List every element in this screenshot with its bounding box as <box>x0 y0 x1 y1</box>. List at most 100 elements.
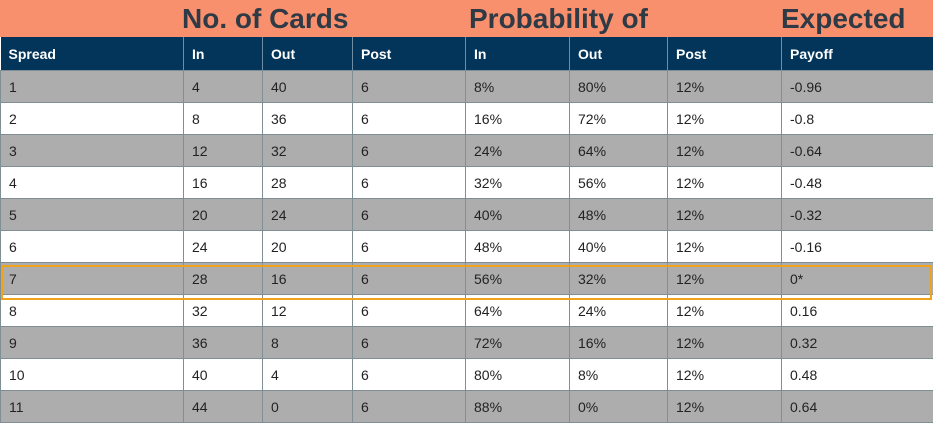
cell-cards-in: 4 <box>183 70 263 103</box>
cell-spread: 8 <box>0 294 184 327</box>
cell-cards-in: 44 <box>183 390 263 423</box>
cell-prob-post: 12% <box>667 230 782 263</box>
cell-cards-out: 40 <box>262 70 353 103</box>
cell-cards-out: 36 <box>262 102 353 135</box>
cell-prob-in: 64% <box>465 294 570 327</box>
cell-cards-in: 12 <box>183 134 263 167</box>
cell-prob-out: 72% <box>569 102 668 135</box>
cell-cards-in: 28 <box>183 262 263 295</box>
cell-cards-in: 40 <box>183 358 263 391</box>
group-title-expected: Expected <box>781 3 906 34</box>
table-row: 2 8 36 6 16% 72% 12% -0.8 <box>0 102 933 135</box>
cell-cards-in: 8 <box>183 102 263 135</box>
cell-prob-post: 12% <box>667 262 782 295</box>
cell-prob-post: 12% <box>667 166 782 199</box>
cell-cards-in: 20 <box>183 198 263 231</box>
cell-prob-out: 16% <box>569 326 668 359</box>
cell-payoff: 0.64 <box>781 390 933 423</box>
cell-prob-post: 12% <box>667 70 782 103</box>
cell-cards-in: 36 <box>183 326 263 359</box>
header-row: Spread In Out Post In Out Post Payoff <box>0 37 933 71</box>
cell-payoff: -0.32 <box>781 198 933 231</box>
cell-cards-in: 16 <box>183 166 263 199</box>
group-header-banner: No. of Cards Probability of Expected <box>0 0 933 37</box>
cell-prob-out: 40% <box>569 230 668 263</box>
group-title-cards: No. of Cards <box>182 3 349 34</box>
cell-cards-out: 0 <box>262 390 353 423</box>
cell-payoff: 0.48 <box>781 358 933 391</box>
table-row: 6 24 20 6 48% 40% 12% -0.16 <box>0 230 933 263</box>
cell-prob-post: 12% <box>667 198 782 231</box>
col-header-payoff: Payoff <box>781 37 933 71</box>
cell-cards-out: 24 <box>262 198 353 231</box>
cell-payoff: 0.32 <box>781 326 933 359</box>
cell-payoff: -0.64 <box>781 134 933 167</box>
cell-payoff: 0.16 <box>781 294 933 327</box>
cell-cards-post: 6 <box>352 262 466 295</box>
cell-prob-in: 72% <box>465 326 570 359</box>
cell-prob-in: 56% <box>465 262 570 295</box>
cell-spread: 2 <box>0 102 184 135</box>
cell-spread: 5 <box>0 198 184 231</box>
cell-prob-post: 12% <box>667 390 782 423</box>
cell-cards-out: 12 <box>262 294 353 327</box>
cell-prob-out: 80% <box>569 70 668 103</box>
cell-prob-post: 12% <box>667 326 782 359</box>
cell-payoff: 0* <box>781 262 933 295</box>
table-row: 9 36 8 6 72% 16% 12% 0.32 <box>0 326 933 359</box>
cell-spread: 10 <box>0 358 184 391</box>
cell-cards-post: 6 <box>352 326 466 359</box>
table-row: 3 12 32 6 24% 64% 12% -0.64 <box>0 134 933 167</box>
cell-cards-out: 32 <box>262 134 353 167</box>
cell-prob-out: 56% <box>569 166 668 199</box>
col-header-cards-out: Out <box>262 37 353 71</box>
cell-cards-out: 4 <box>262 358 353 391</box>
cell-spread: 7 <box>0 262 184 295</box>
table-row: 1 4 40 6 8% 80% 12% -0.96 <box>0 70 933 103</box>
cell-cards-post: 6 <box>352 134 466 167</box>
cell-cards-post: 6 <box>352 166 466 199</box>
cell-payoff: -0.48 <box>781 166 933 199</box>
cell-prob-out: 32% <box>569 262 668 295</box>
cell-payoff: -0.96 <box>781 70 933 103</box>
cell-spread: 6 <box>0 230 184 263</box>
cell-prob-post: 12% <box>667 102 782 135</box>
cell-prob-in: 40% <box>465 198 570 231</box>
cell-prob-out: 24% <box>569 294 668 327</box>
table-row: 8 32 12 6 64% 24% 12% 0.16 <box>0 294 933 327</box>
cell-prob-in: 8% <box>465 70 570 103</box>
cell-spread: 11 <box>0 390 184 423</box>
cell-cards-out: 20 <box>262 230 353 263</box>
cell-prob-in: 32% <box>465 166 570 199</box>
cell-prob-in: 88% <box>465 390 570 423</box>
cell-cards-out: 16 <box>262 262 353 295</box>
table-row: 4 16 28 6 32% 56% 12% -0.48 <box>0 166 933 199</box>
col-header-cards-post: Post <box>352 37 466 71</box>
col-header-cards-in: In <box>183 37 263 71</box>
cell-prob-post: 12% <box>667 358 782 391</box>
cell-cards-post: 6 <box>352 230 466 263</box>
col-header-prob-in: In <box>465 37 570 71</box>
cell-cards-post: 6 <box>352 198 466 231</box>
col-header-spread: Spread <box>0 37 184 71</box>
table-row: 10 40 4 6 80% 8% 12% 0.48 <box>0 358 933 391</box>
cell-prob-out: 48% <box>569 198 668 231</box>
cell-cards-post: 6 <box>352 390 466 423</box>
cell-prob-in: 48% <box>465 230 570 263</box>
col-header-prob-post: Post <box>667 37 782 71</box>
cell-prob-in: 16% <box>465 102 570 135</box>
cell-cards-out: 28 <box>262 166 353 199</box>
table-row: 5 20 24 6 40% 48% 12% -0.32 <box>0 198 933 231</box>
cell-prob-out: 8% <box>569 358 668 391</box>
cell-payoff: -0.8 <box>781 102 933 135</box>
table-row: 7 28 16 6 56% 32% 12% 0* <box>0 262 933 295</box>
cell-payoff: -0.16 <box>781 230 933 263</box>
cell-prob-post: 12% <box>667 294 782 327</box>
table-row: 11 44 0 6 88% 0% 12% 0.64 <box>0 390 933 423</box>
cell-cards-in: 32 <box>183 294 263 327</box>
cell-cards-out: 8 <box>262 326 353 359</box>
cell-prob-post: 12% <box>667 134 782 167</box>
cell-spread: 9 <box>0 326 184 359</box>
